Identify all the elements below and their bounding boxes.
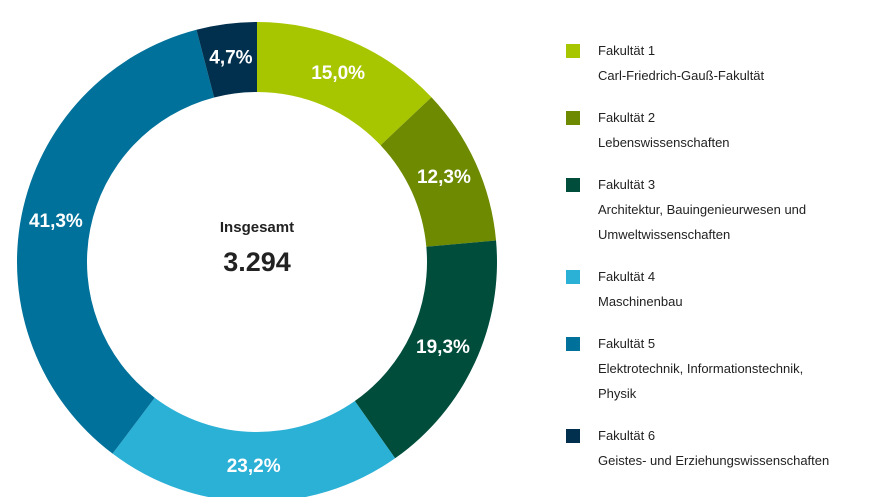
legend-description: Lebenswissenschaften: [598, 135, 730, 150]
chart: Insgesamt 3.294 15,0% 12,3% 19,3% 23,2% 41,3…: [17, 22, 497, 497]
slice-label: 19,3%: [416, 337, 470, 358]
legend-label: Fakultät 5: [598, 336, 656, 351]
legend-label: Fakultät 1: [598, 43, 656, 58]
legend: Fakultät 1 Carl-Friedrich-Gauß-Fakultät Fa…: [566, 38, 829, 490]
legend-label: Fakultät 3: [598, 177, 656, 192]
legend-swatch: [566, 270, 580, 284]
slice-label: 12,3%: [417, 167, 471, 188]
donut-slice: [257, 22, 432, 146]
legend-item: Fakultät 4 Maschinenbau: [566, 264, 829, 314]
legend-description: Geistes- und Erziehungswissenschaften: [598, 453, 830, 468]
legend-description: Carl-Friedrich-Gauß-Fakultät: [598, 68, 765, 83]
total-value: 3.294: [223, 247, 291, 277]
donut-slice: [112, 397, 396, 497]
slice-label: 4,7%: [209, 48, 252, 69]
legend-item: Fakultät 6 Geistes- und Erziehungswissens…: [566, 423, 829, 473]
donut-slice: [354, 240, 497, 459]
legend-item: Fakultät 5 Elektrotechnik, Informationste…: [566, 331, 829, 406]
legend-item: Fakultät 2 Lebenswissenschaften: [566, 105, 829, 155]
legend-swatch: [566, 429, 580, 443]
legend-swatch: [566, 337, 580, 351]
legend-description: Maschinenbau: [598, 294, 683, 309]
slice-label: 15,0%: [311, 63, 365, 84]
donut-slice: [17, 29, 215, 454]
legend-swatch: [566, 178, 580, 192]
donut-slice: [380, 97, 497, 247]
donut-slice: [196, 22, 257, 98]
legend-swatch: [566, 111, 580, 125]
legend-item: Fakultät 1 Carl-Friedrich-Gauß-Fakultät: [566, 38, 829, 88]
legend-label: Fakultät 2: [598, 110, 656, 125]
legend-description: Architektur, Bauingenieurwesen und: [598, 202, 807, 217]
slice-label: 41,3%: [29, 211, 83, 232]
legend-description: Umweltwissenschaften: [598, 227, 731, 242]
slice-label: 23,2%: [227, 456, 281, 477]
legend-description: Physik: [598, 386, 637, 401]
legend-item: Fakultät 3 Architektur, Bauingenieurwesen…: [566, 172, 829, 247]
legend-label: Fakultät 6: [598, 428, 656, 443]
legend-swatch: [566, 44, 580, 58]
total-title: Insgesamt: [220, 219, 294, 236]
legend-description: Elektrotechnik, Informationstechnik,: [598, 361, 804, 376]
legend-label: Fakultät 4: [598, 269, 656, 284]
